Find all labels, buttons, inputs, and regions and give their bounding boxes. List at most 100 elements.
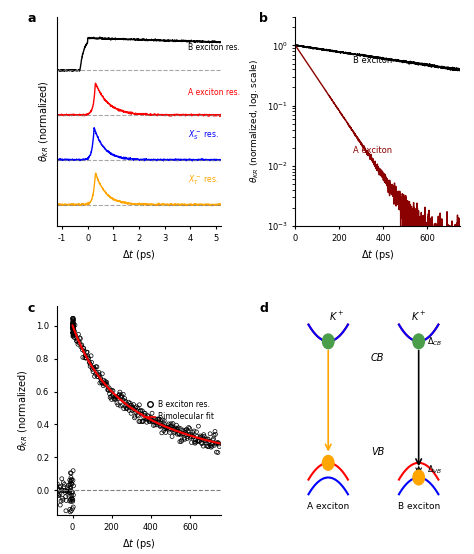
Point <box>68 494 76 503</box>
Point <box>69 322 76 331</box>
Point <box>123 403 130 412</box>
Point <box>212 439 220 448</box>
Point <box>101 377 109 386</box>
Point <box>215 440 223 449</box>
Point <box>69 321 76 330</box>
Point <box>167 419 175 428</box>
Point <box>99 370 106 378</box>
Point <box>69 318 77 327</box>
Point <box>109 391 116 400</box>
Point <box>63 487 71 496</box>
Point <box>152 415 160 424</box>
Point <box>70 319 77 328</box>
Y-axis label: $\theta_{KR}$ (normalized): $\theta_{KR}$ (normalized) <box>38 80 51 162</box>
Point <box>68 475 75 484</box>
Point <box>124 402 132 411</box>
Point <box>191 439 199 448</box>
Point <box>58 474 65 483</box>
Point <box>81 347 88 356</box>
Point <box>70 330 77 338</box>
Point <box>135 412 142 420</box>
Point <box>99 379 107 388</box>
Point <box>151 420 159 429</box>
Point <box>55 491 63 500</box>
Point <box>147 413 155 422</box>
Point <box>182 430 190 439</box>
Point <box>188 438 195 447</box>
Point <box>201 432 208 441</box>
Point <box>69 326 77 335</box>
Point <box>53 482 61 491</box>
Point <box>62 493 69 501</box>
Point <box>82 353 90 362</box>
Point <box>160 426 167 435</box>
Point <box>95 370 102 379</box>
Point <box>144 411 152 420</box>
Text: B exciton res.: B exciton res. <box>189 43 240 53</box>
X-axis label: $\Delta t$ (ps): $\Delta t$ (ps) <box>122 537 156 551</box>
Point <box>163 423 170 432</box>
Point <box>120 396 128 405</box>
Point <box>177 430 185 439</box>
Point <box>83 348 91 357</box>
Point <box>69 324 77 332</box>
Point <box>69 328 77 337</box>
Point <box>126 403 133 412</box>
Text: $K^+$: $K^+$ <box>329 310 344 323</box>
Point <box>132 408 140 417</box>
Point <box>126 399 134 408</box>
Bimolecular fit <box>149 417 155 424</box>
Point <box>90 363 97 372</box>
Point <box>98 377 105 386</box>
Point <box>88 358 95 367</box>
Point <box>155 414 163 423</box>
Point <box>69 328 77 337</box>
Point <box>69 329 76 337</box>
Point <box>141 409 149 418</box>
Point <box>136 401 143 409</box>
Text: B exciton: B exciton <box>353 56 392 65</box>
Point <box>69 497 76 506</box>
Point <box>56 490 64 499</box>
Point <box>150 417 158 425</box>
Point <box>68 491 75 500</box>
Point <box>120 404 128 413</box>
Point <box>213 439 221 448</box>
Point <box>114 392 121 401</box>
Point <box>214 448 222 457</box>
Point <box>195 422 202 430</box>
A exciton <box>365 152 371 158</box>
B exciton <box>292 42 298 48</box>
Text: $X^-_T$ res.: $X^-_T$ res. <box>189 173 219 187</box>
Point <box>192 438 200 447</box>
Point <box>63 486 71 495</box>
Point <box>54 485 62 494</box>
Text: b: b <box>259 12 268 25</box>
Bimolecular fit <box>157 421 163 428</box>
A exciton <box>405 283 411 290</box>
Text: CB: CB <box>371 353 384 363</box>
Point <box>72 334 80 343</box>
Point <box>137 406 145 415</box>
Point <box>66 487 73 496</box>
Point <box>95 368 103 377</box>
Point <box>110 394 118 403</box>
Point <box>88 363 96 372</box>
Point <box>149 417 157 426</box>
Point <box>75 338 83 347</box>
Point <box>109 391 117 400</box>
Point <box>148 415 155 424</box>
Point <box>77 334 84 343</box>
Point <box>70 324 77 333</box>
Point <box>69 321 77 330</box>
Point <box>155 417 162 426</box>
Point <box>73 337 81 346</box>
Point <box>201 437 209 445</box>
Point <box>84 353 92 362</box>
Point <box>121 394 128 403</box>
Point <box>194 436 202 445</box>
Point <box>157 421 165 430</box>
B exciton <box>312 45 318 52</box>
Point <box>152 418 159 427</box>
Point <box>69 331 77 340</box>
